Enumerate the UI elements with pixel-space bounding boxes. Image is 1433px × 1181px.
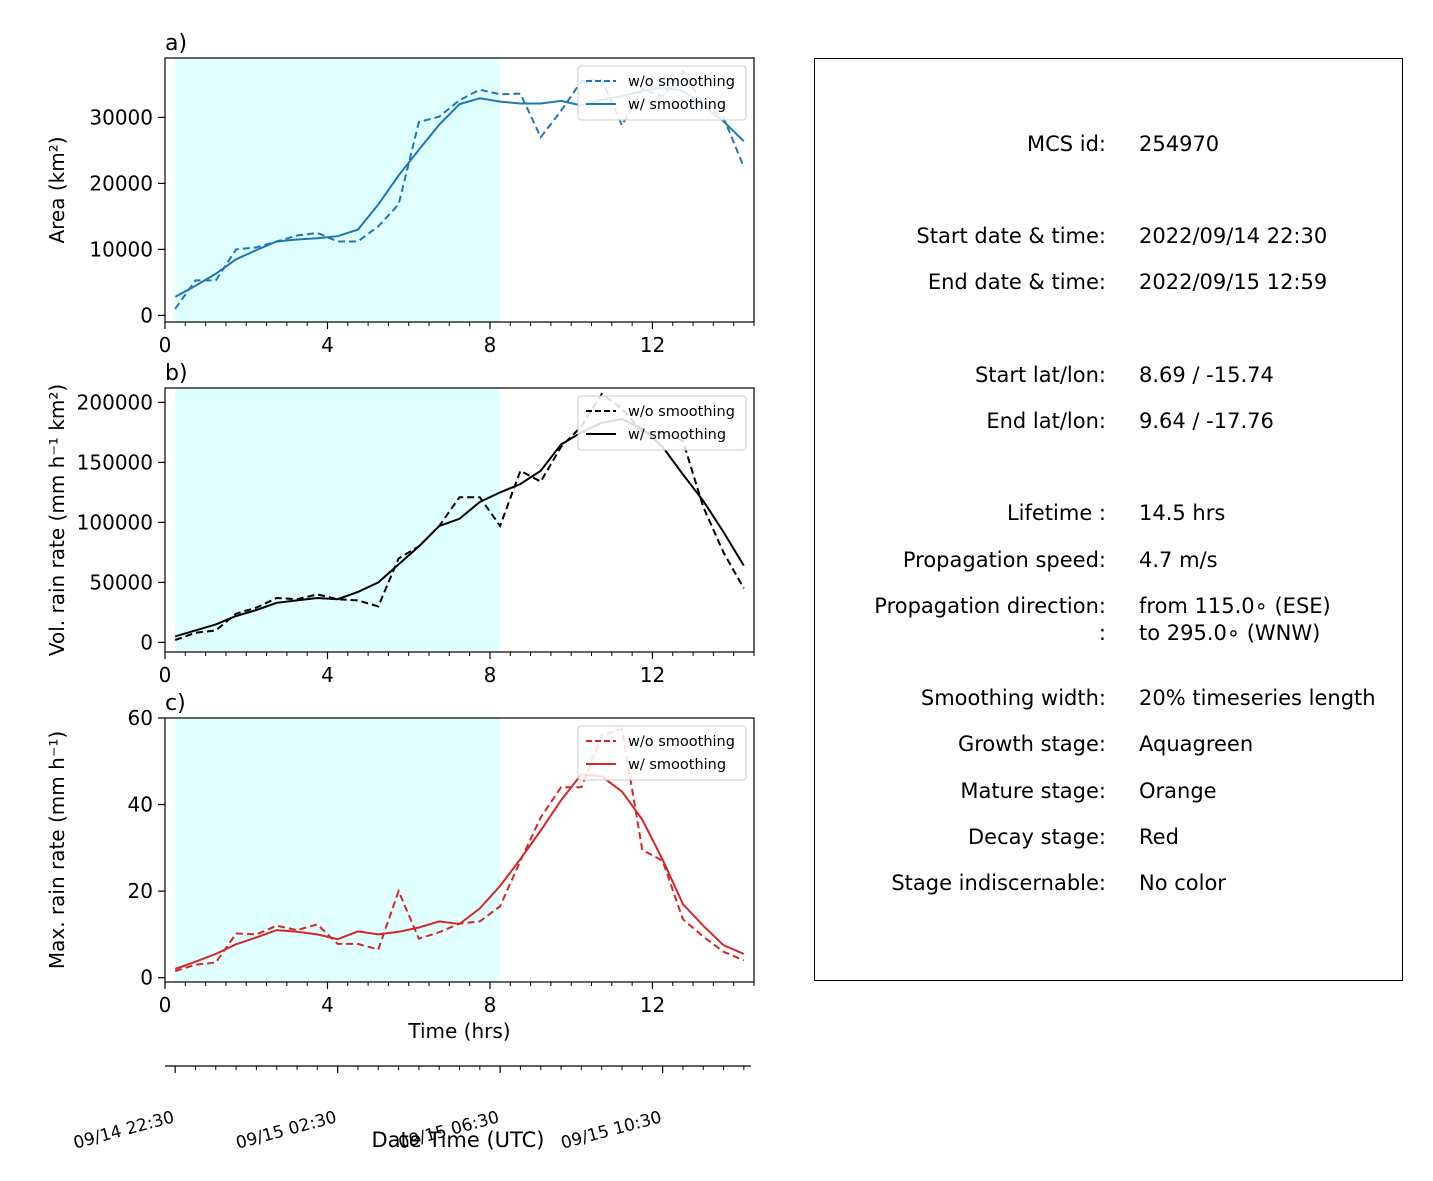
panel-a-area: 0 10000 20000 30000 0 4 8 12 a) Area (km²) w/o smo… bbox=[45, 31, 755, 357]
info-key: End lat/lon: bbox=[986, 409, 1106, 433]
info-key: : bbox=[1098, 621, 1106, 645]
panel-a-x-tick-label: 8 bbox=[484, 333, 497, 357]
panel-c-y-tick-label: 0 bbox=[140, 966, 153, 990]
panel-b-x-tick-label: 4 bbox=[321, 663, 334, 687]
info-key: Start lat/lon: bbox=[974, 363, 1106, 387]
panel-a-legend-label: w/ smoothing bbox=[628, 97, 726, 113]
panel-b-label: b) bbox=[165, 361, 188, 386]
date-axis-label: Date Time (UTC) bbox=[372, 1128, 545, 1152]
info-key: Decay stage: bbox=[968, 825, 1106, 849]
panel-a-y-tick-label: 10000 bbox=[89, 237, 153, 261]
info-value: 2022/09/14 22:30 bbox=[1139, 224, 1328, 248]
panel-a-axes-frame bbox=[164, 57, 755, 323]
panel-c-series-with-smoothing-line bbox=[174, 773, 745, 970]
panel-c-legend-box bbox=[577, 725, 747, 781]
info-key: End date & time: bbox=[927, 270, 1106, 294]
info-value: Aquagreen bbox=[1139, 732, 1254, 756]
info-value: Orange bbox=[1139, 779, 1217, 803]
panel-c-x-tick-label: 4 bbox=[321, 993, 334, 1017]
info-value: No color bbox=[1139, 871, 1226, 895]
info-value: to 295.0∘ (WNW) bbox=[1139, 621, 1321, 645]
panel-a-growth-stage-shading bbox=[175, 58, 501, 322]
panel-c-legend-label: w/o smoothing bbox=[628, 734, 735, 750]
date-axis-tick-label: 09/15 02:30 bbox=[234, 1108, 339, 1154]
panel-b-legend-label: w/o smoothing bbox=[628, 404, 735, 420]
info-key: Propagation speed: bbox=[902, 548, 1106, 572]
info-value: 2022/09/15 12:59 bbox=[1139, 270, 1328, 294]
panel-a-legend-box bbox=[577, 65, 747, 121]
panel-b-y-tick-label: 50000 bbox=[89, 570, 153, 594]
info-key: Mature stage: bbox=[960, 779, 1106, 803]
panel-c-max-rain-rate: 0 20 40 60 0 4 8 12 c) Max. rain rate (mm h⁻¹) Tim… bbox=[45, 691, 755, 1043]
info-key: Stage indiscernable: bbox=[891, 871, 1106, 895]
panel-b-legend-box bbox=[577, 395, 747, 451]
info-key: Growth stage: bbox=[957, 732, 1106, 756]
info-value: Red bbox=[1139, 825, 1179, 849]
info-value: 20% timeseries length bbox=[1139, 686, 1376, 710]
info-value: from 115.0∘ (ESE) bbox=[1139, 594, 1331, 618]
panel-b-volumetric-rain-rate: 0 50000 100000 150000 200000 0 4 8 12 b) Vol. rain… bbox=[45, 361, 755, 687]
panel-c-y-tick-label: 40 bbox=[128, 793, 153, 817]
panel-b-y-tick-label: 100000 bbox=[77, 510, 153, 534]
info-key: Lifetime : bbox=[1006, 501, 1106, 525]
info-key: MCS id: bbox=[1026, 132, 1106, 156]
info-value: 8.69 / -15.74 bbox=[1139, 363, 1274, 387]
info-key: Start date & time: bbox=[916, 224, 1106, 248]
date-axis-tick-label: 09/15 10:30 bbox=[559, 1108, 664, 1154]
panel-b-x-tick-label: 0 bbox=[159, 663, 172, 687]
panel-b-growth-stage-shading bbox=[175, 388, 501, 652]
panel-c-y-tick-label: 60 bbox=[128, 706, 153, 730]
info-key: Propagation direction: bbox=[874, 594, 1106, 618]
panel-b-x-tick-label: 12 bbox=[640, 663, 665, 687]
panel-a-y-axis-label: Area (km²) bbox=[45, 136, 69, 243]
panel-c-y-axis-label: Max. rain rate (mm h⁻¹) bbox=[45, 731, 69, 969]
panel-c-x-tick-label: 8 bbox=[484, 993, 497, 1017]
panel-a-x-tick-label: 0 bbox=[159, 333, 172, 357]
date-axis-tick-label: 09/14 22:30 bbox=[71, 1108, 176, 1154]
panel-b-x-tick-label: 8 bbox=[484, 663, 497, 687]
panel-c-x-tick-label: 0 bbox=[159, 993, 172, 1017]
date-time-axis: Date Time (UTC) 09/14 22:30 09/15 02:30 09… bbox=[71, 1065, 751, 1154]
panel-b-axes-frame bbox=[164, 387, 755, 653]
panel-a-legend-label: w/o smoothing bbox=[628, 74, 735, 90]
panel-b-legend-label: w/ smoothing bbox=[628, 427, 726, 443]
panel-a-y-tick-label: 20000 bbox=[89, 171, 153, 195]
panel-c-growth-stage-shading bbox=[175, 718, 501, 982]
panel-a-label: a) bbox=[165, 31, 187, 56]
panel-a-x-tick-label: 4 bbox=[321, 333, 334, 357]
info-value: 4.7 m/s bbox=[1139, 548, 1218, 572]
info-value: 9.64 / -17.76 bbox=[1139, 409, 1274, 433]
panel-b-y-axis-label: Vol. rain rate (mm h⁻¹ km²) bbox=[45, 384, 69, 656]
info-value: 254970 bbox=[1139, 132, 1220, 156]
panel-c-label: c) bbox=[165, 691, 186, 716]
panel-a-y-tick-label: 30000 bbox=[89, 105, 153, 129]
panel-b-y-tick-label: 0 bbox=[140, 630, 153, 654]
info-key: Smoothing width: bbox=[920, 686, 1106, 710]
panel-b-y-tick-label: 200000 bbox=[77, 390, 153, 414]
panel-c-x-tick-label: 12 bbox=[640, 993, 665, 1017]
panel-a-y-tick-label: 0 bbox=[140, 303, 153, 327]
info-value: 14.5 hrs bbox=[1139, 501, 1226, 525]
panel-b-y-tick-label: 150000 bbox=[77, 450, 153, 474]
panel-c-x-axis-label: Time (hrs) bbox=[407, 1019, 510, 1043]
panel-c-legend-label: w/ smoothing bbox=[628, 757, 726, 773]
panel-a-x-tick-label: 12 bbox=[640, 333, 665, 357]
panel-c-axes-frame bbox=[164, 717, 755, 983]
mcs-info-panel: MCS id: 254970 Start date & time: 2022/09/1… bbox=[814, 58, 1403, 981]
panel-c-y-tick-label: 20 bbox=[128, 879, 153, 903]
